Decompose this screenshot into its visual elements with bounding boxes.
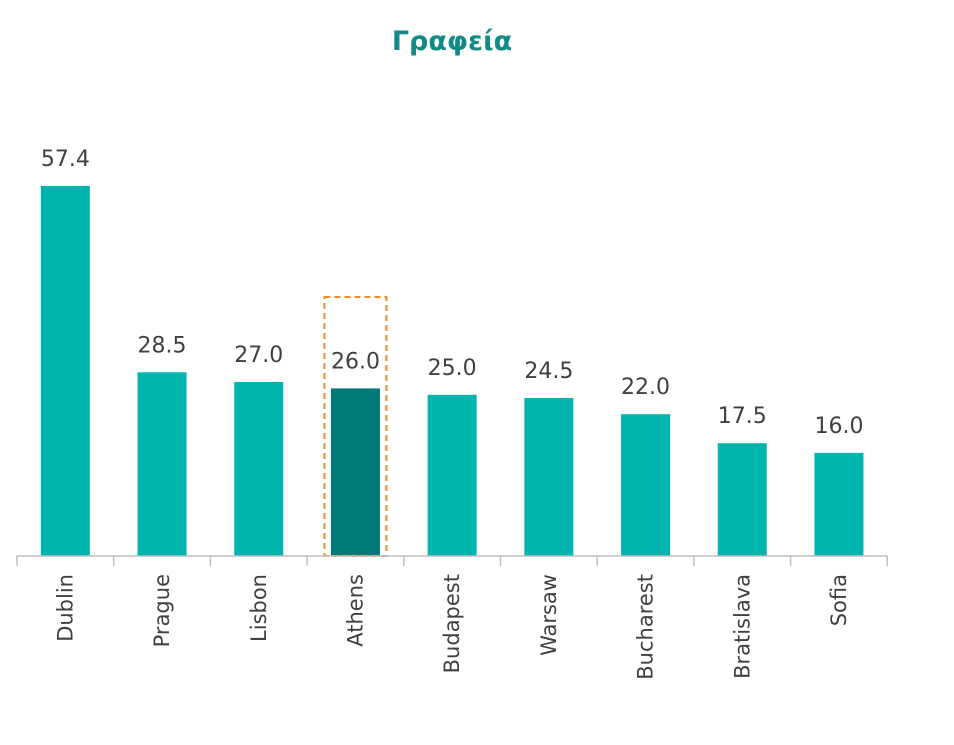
chart-title: Γραφεία xyxy=(392,26,512,57)
bar-bucharest xyxy=(621,414,671,556)
bar-bratislava xyxy=(717,443,767,556)
bar-dublin xyxy=(40,186,90,556)
value-label-bratislava: 17.5 xyxy=(718,404,767,429)
value-label-warsaw: 24.5 xyxy=(524,359,573,384)
bar-lisbon xyxy=(234,381,284,556)
value-label-lisbon: 27.0 xyxy=(234,343,283,368)
x-axis xyxy=(16,555,889,566)
x-tick-label-budapest: Budapest xyxy=(440,574,464,673)
bars-group xyxy=(40,186,864,557)
value-label-budapest: 25.0 xyxy=(428,356,477,381)
value-label-bucharest: 22.0 xyxy=(621,375,670,400)
value-label-sofia: 16.0 xyxy=(814,414,863,439)
x-tick-label-lisbon: Lisbon xyxy=(247,574,271,642)
x-tick-labels-group: Dublin Prague Lisbon Athens Budapest Warsaw Bu… xyxy=(53,574,851,680)
x-tick-label-dublin: Dublin xyxy=(53,574,77,642)
x-tick-label-sofia: Sofia xyxy=(827,574,851,626)
bar-athens xyxy=(330,388,380,556)
value-label-prague: 28.5 xyxy=(138,333,187,358)
x-tick-label-athens: Athens xyxy=(343,574,367,647)
bar-prague xyxy=(137,372,187,556)
x-tick-label-bratislava: Bratislava xyxy=(730,574,754,679)
x-tick-label-warsaw: Warsaw xyxy=(537,574,561,656)
value-labels-group: 57.4 28.5 27.0 26.0 25.0 24.5 22.0 17.5 16.0 xyxy=(41,147,864,439)
x-tick-label-bucharest: Bucharest xyxy=(634,574,658,680)
bar-budapest xyxy=(427,394,477,556)
bar-warsaw xyxy=(524,398,574,556)
value-label-dublin: 57.4 xyxy=(41,147,90,172)
x-tick-label-prague: Prague xyxy=(150,574,174,647)
bar-sofia xyxy=(814,452,864,556)
value-label-athens: 26.0 xyxy=(331,349,380,374)
